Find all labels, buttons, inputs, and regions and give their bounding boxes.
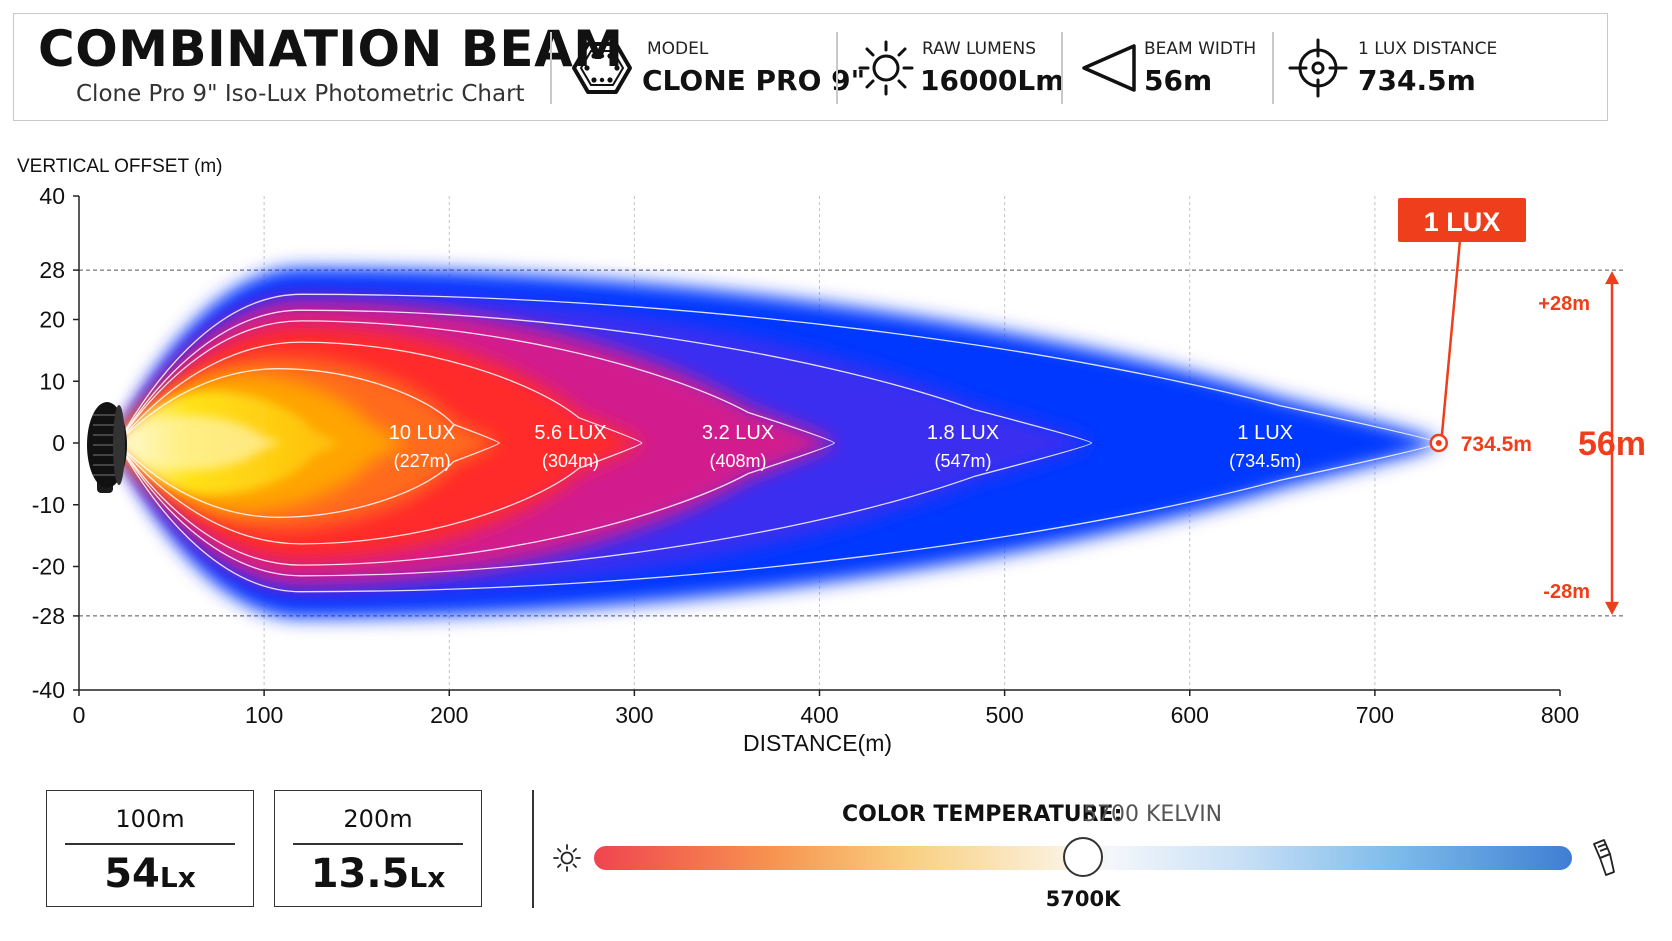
sun-icon [858,40,914,96]
page-subtitle: Clone Pro 9" Iso-Lux Photometric Chart [76,81,525,107]
reading-value: 13.5 [310,851,410,897]
callout-point-center [1435,440,1442,446]
y-tick-label: -20 [32,554,65,580]
x-tick-label: 300 [615,702,653,728]
reading-unit: Lx [409,861,446,894]
isolux-contours: 10 LUX (227m) 5.6 LUX (304m) 3.2 LUX (408m) 1.… [116,293,1440,593]
isolux-line [116,368,500,518]
y-tick-label: 20 [39,307,65,333]
hexagon-led-icon [572,42,632,94]
lux-distance-label: 1 LUX DISTANCE [1358,39,1498,59]
reading-unit: Lx [159,861,196,894]
y-tick-label: 0 [52,430,65,456]
x-tick-label: 600 [1171,702,1209,728]
isolux-line [117,320,835,566]
reading-value-wrap: 13.5Lx [275,851,481,897]
reading-distance: 200m [343,805,413,833]
lamp-icon [87,402,127,493]
model-value: CLONE PRO 9" [642,64,866,97]
y-axis-label: VERTICAL OFFSET (m) [17,156,223,177]
contour-distance-label: (547m) [934,451,991,471]
contour-label: 10 LUX [389,422,456,444]
beam-width-label: BEAM WIDTH [1144,39,1257,59]
header-divider [836,32,838,104]
beam-core-hot [117,415,281,471]
y-tick-label: 10 [39,368,65,394]
isolux-line [117,341,643,545]
contour-distance-label: (304m) [542,451,599,471]
color-temp-value: 5700 KELVIN [1083,802,1223,827]
header-divider [1272,32,1274,104]
color-temp-marker-label: 5700K [1045,887,1121,911]
arrow-down-icon [1605,601,1619,615]
header-panel: COMBINATION BEAM Clone Pro 9" Iso-Lux Ph… [13,13,1608,121]
x-tick-label: 200 [430,702,468,728]
model-label: MODEL [647,39,709,59]
page-title: COMBINATION BEAM [38,20,624,78]
reading-card: 200m 13.5Lx [274,790,482,907]
contour-label: 3.2 LUX [702,422,774,444]
x-tick-label: 0 [73,702,86,728]
beam-width-upper: +28m [1538,293,1590,315]
reading-distance: 100m [115,805,185,833]
contour-label: 1 LUX [1237,422,1293,444]
x-tick-label: 800 [1541,702,1579,728]
contour-label: 1.8 LUX [927,422,999,444]
beam-width-lower: -28m [1543,581,1590,603]
callout-leader [1440,239,1462,438]
header-divider [550,32,552,104]
beam-width-total: 56m [1578,425,1646,463]
color-temp-label: COLOR TEMPERATURE: [842,802,1123,827]
isolux-chart: 10 LUX (227m) 5.6 LUX (304m) 3.2 LUX (408m) 1.… [17,156,1646,756]
y-tick-label: -28 [32,603,65,629]
crosshair-icon [1288,38,1348,98]
lamp-lens [113,405,125,485]
contour-label: 5.6 LUX [534,422,606,444]
section-divider [532,790,534,908]
y-tick-label: -40 [32,677,65,703]
reading-value-wrap: 54Lx [47,851,253,897]
lux-distance-value: 734.5m [1358,64,1476,97]
raw-lumens-value: 16000Lm [920,64,1065,97]
isolux-line [117,309,1093,577]
callout-label: 1 LUX [1424,207,1501,237]
x-tick-label: 100 [245,702,283,728]
y-tick-label: -10 [32,492,65,518]
color-temp-marker [1063,837,1103,877]
x-tick-label: 700 [1356,702,1394,728]
arrow-up-icon [1605,271,1619,285]
x-axis-label: DISTANCE(m) [743,730,892,756]
contour-distance-label: (227m) [394,451,451,471]
raw-lumens-label: RAW LUMENS [922,39,1037,59]
beam-width-value: 56m [1144,64,1213,97]
sun-icon [553,844,581,872]
chart-annotations: 1 LUX 734.5m +28m -28m 56m [1398,198,1646,615]
y-tick-label: 28 [39,257,65,283]
beam-pattern [117,270,1439,616]
x-tick-label: 400 [800,702,838,728]
contour-distance-label: (408m) [710,451,767,471]
flashlight-icon [1593,839,1615,876]
divider [65,843,235,845]
header-divider [1061,32,1063,104]
y-tick-label: 40 [39,183,65,209]
contour-distance-label: (734.5m) [1229,451,1301,471]
reading-card: 100m 54Lx [46,790,254,907]
x-tick-label: 500 [985,702,1023,728]
callout-point-label: 734.5m [1461,433,1532,456]
beam-width-icon [1082,44,1136,92]
divider [293,843,463,845]
callout-box [1398,198,1526,242]
reading-value: 54 [104,851,160,897]
